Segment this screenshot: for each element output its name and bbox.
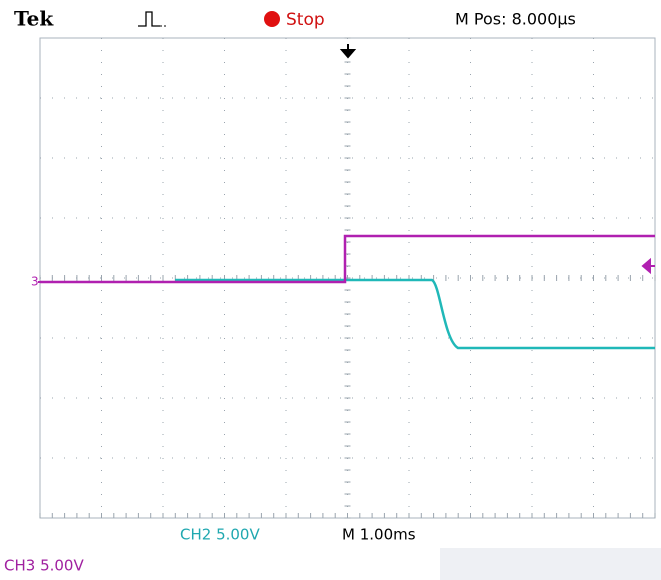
ch2-scale: CH2 5.00V bbox=[180, 526, 260, 544]
run-indicator bbox=[264, 11, 280, 27]
brand: Tek bbox=[14, 7, 54, 31]
grid bbox=[39, 37, 656, 519]
ch3-scale: CH3 5.00V bbox=[4, 557, 84, 575]
trigger-icon bbox=[138, 11, 160, 27]
run-status: Stop bbox=[286, 10, 325, 30]
timebase: M 1.00ms bbox=[342, 526, 416, 544]
status-bar bbox=[440, 548, 661, 580]
ch3-marker: 3 bbox=[31, 275, 39, 289]
ch3-trace bbox=[40, 234, 655, 284]
ch2-trace bbox=[175, 278, 655, 350]
trigger-level-arrow bbox=[641, 257, 655, 275]
m-position: M Pos: 8.000µs bbox=[455, 10, 576, 29]
trigger-position-arrow bbox=[339, 44, 357, 59]
